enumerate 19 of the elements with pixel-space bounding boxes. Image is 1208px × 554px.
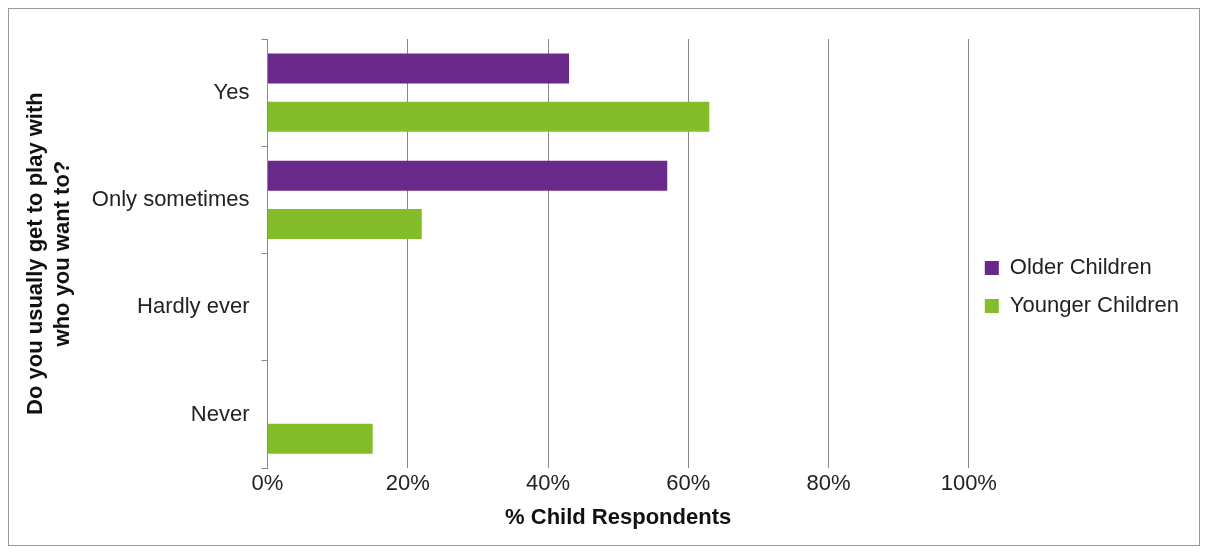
x-tick-label: 60% [666, 470, 711, 496]
bar [268, 101, 710, 132]
y-tick-label: Only sometimes [91, 186, 250, 212]
bar [268, 160, 668, 191]
x-tick-label: 80% [806, 470, 851, 496]
legend-label: Older Children [1009, 254, 1152, 280]
x-axis-title: % Child Respondents [505, 503, 732, 529]
legend-label: Younger Children [1009, 292, 1179, 318]
x-tick-label: 20% [385, 470, 430, 496]
bar [268, 53, 570, 84]
x-tick-label: 0% [251, 470, 284, 496]
y-tick-label: Yes [213, 78, 250, 104]
y-tick-label: Never [190, 400, 250, 426]
bar [268, 209, 422, 240]
x-tick-label: 100% [940, 470, 997, 496]
x-tick-label: 40% [526, 470, 571, 496]
y-axis-title: Do you usually get to play with who you want to? [22, 92, 74, 415]
y-tick-label: Hardly ever [137, 293, 250, 319]
bar [268, 423, 373, 454]
